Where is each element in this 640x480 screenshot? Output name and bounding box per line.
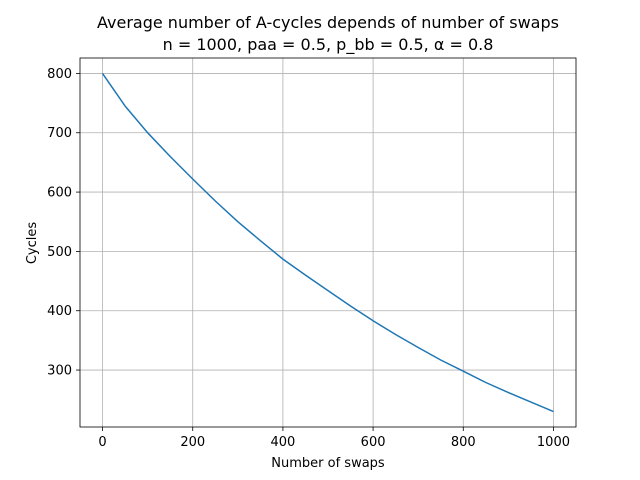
x-tick-label: 400 — [270, 435, 295, 450]
y-tick-label: 400 — [47, 304, 72, 319]
grid-lines — [80, 58, 576, 427]
chart-title: Average number of A-cycles depends of nu… — [97, 13, 559, 32]
y-tick-label: 500 — [47, 245, 72, 260]
series-layer — [101, 72, 554, 413]
y-tick-label: 800 — [47, 67, 72, 82]
y-tick-label: 600 — [47, 186, 72, 201]
y-axis-label: Cycles — [25, 222, 40, 265]
series-line — [101, 72, 554, 413]
plot-frame — [79, 57, 577, 428]
chart-subtitle: n = 1000, paa = 0.5, p_bb = 0.5, α = 0.8 — [163, 35, 494, 55]
y-tick-label: 300 — [47, 364, 72, 379]
x-axis-label: Number of swaps — [271, 456, 385, 471]
y-tick-label: 700 — [47, 126, 72, 141]
x-tick-label: 1000 — [537, 435, 570, 450]
x-tick-label: 0 — [98, 435, 106, 450]
x-tick-label: 600 — [361, 435, 386, 450]
x-tick-label: 200 — [180, 435, 205, 450]
axis-ticks: 0 200 400 600 800 1000 300 400 500 600 700 800 — [47, 67, 570, 450]
x-tick-label: 800 — [451, 435, 476, 450]
